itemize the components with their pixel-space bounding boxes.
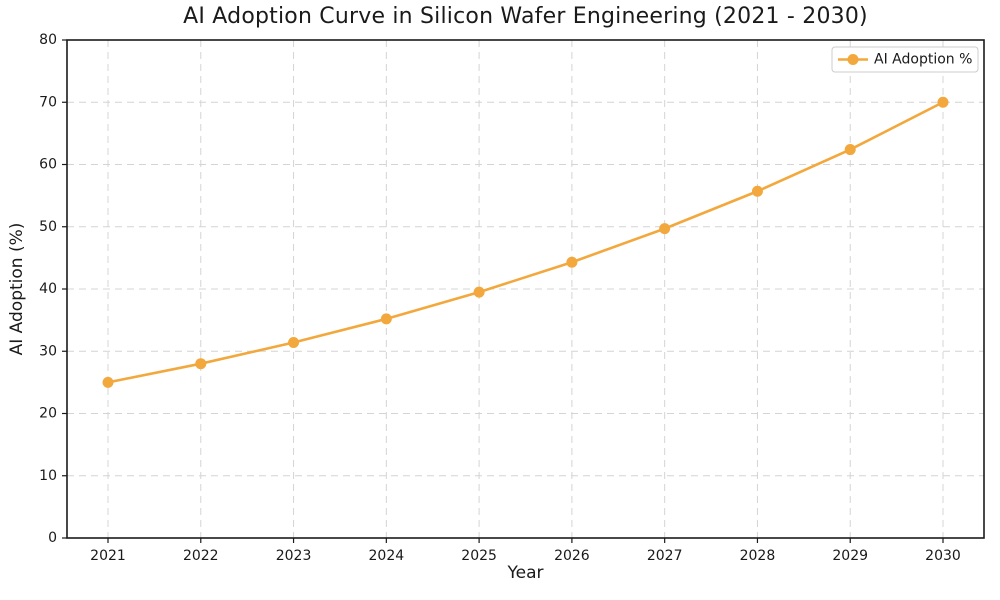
chart-title: AI Adoption Curve in Silicon Wafer Engin… bbox=[183, 4, 868, 29]
data-point bbox=[195, 358, 207, 370]
x-axis-label: Year bbox=[507, 563, 544, 583]
data-point bbox=[380, 313, 392, 325]
x-tick-label: 2026 bbox=[554, 548, 590, 564]
y-tick-label: 20 bbox=[39, 406, 57, 422]
gridlines bbox=[67, 39, 984, 539]
data-point bbox=[102, 376, 114, 388]
y-axis-label: AI Adoption (%) bbox=[7, 222, 27, 356]
data-point bbox=[288, 337, 300, 349]
legend-box bbox=[831, 46, 979, 73]
tick-marks bbox=[62, 39, 944, 543]
y-tick-label: 40 bbox=[39, 281, 57, 297]
x-tick-label: 2029 bbox=[832, 548, 868, 564]
legend-label: AI Adoption % bbox=[874, 52, 972, 68]
series-line bbox=[106, 100, 945, 384]
y-tick-label: 30 bbox=[39, 343, 57, 359]
y-tick-label: 10 bbox=[39, 468, 57, 484]
plot-border bbox=[66, 39, 985, 539]
x-tick-label: 2024 bbox=[369, 548, 405, 564]
y-tick-label: 50 bbox=[39, 219, 57, 235]
x-tick-label: 2027 bbox=[647, 548, 683, 564]
y-tick-label: 80 bbox=[39, 32, 57, 48]
data-point bbox=[566, 256, 578, 268]
x-tick-label: 2030 bbox=[925, 548, 961, 564]
legend-marker-icon bbox=[847, 54, 859, 65]
x-tick-label: 2022 bbox=[183, 548, 219, 564]
data-point bbox=[751, 185, 763, 197]
data-point bbox=[659, 223, 671, 235]
y-tick-label: 0 bbox=[48, 530, 57, 546]
x-tick-label: 2021 bbox=[90, 548, 126, 564]
legend: AI Adoption % bbox=[831, 46, 979, 73]
x-tick-label: 2028 bbox=[740, 548, 776, 564]
x-tick-label: 2023 bbox=[276, 548, 312, 564]
x-tick-label: 2025 bbox=[461, 548, 497, 564]
data-point bbox=[844, 144, 856, 156]
y-tick-label: 60 bbox=[39, 157, 57, 173]
data-point bbox=[937, 96, 949, 108]
y-tick-label: 70 bbox=[39, 94, 57, 110]
data-point bbox=[473, 286, 485, 298]
